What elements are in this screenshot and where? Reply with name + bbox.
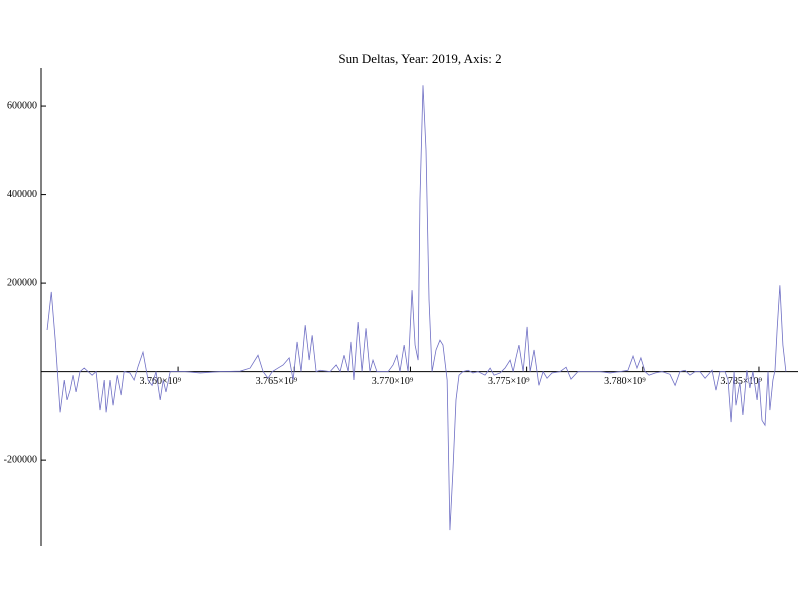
y-tick-label: -200000 xyxy=(4,454,37,465)
x-tick-label: 3.785×10⁹ xyxy=(720,376,762,387)
y-tick-label: 200000 xyxy=(7,277,37,288)
data-line xyxy=(46,85,787,531)
y-tick-label: 400000 xyxy=(7,189,37,200)
x-tick-label: 3.775×10⁹ xyxy=(488,376,530,387)
chart-title: Sun Deltas, Year: 2019, Axis: 2 xyxy=(338,51,501,66)
x-tick-label: 3.780×10⁹ xyxy=(604,376,646,387)
x-tick-label: 3.765×10⁹ xyxy=(256,376,298,387)
x-tick-label: 3.760×10⁹ xyxy=(139,376,181,387)
y-tick-label: 600000 xyxy=(7,100,37,111)
x-tick-label: 3.770×10⁹ xyxy=(372,376,414,387)
